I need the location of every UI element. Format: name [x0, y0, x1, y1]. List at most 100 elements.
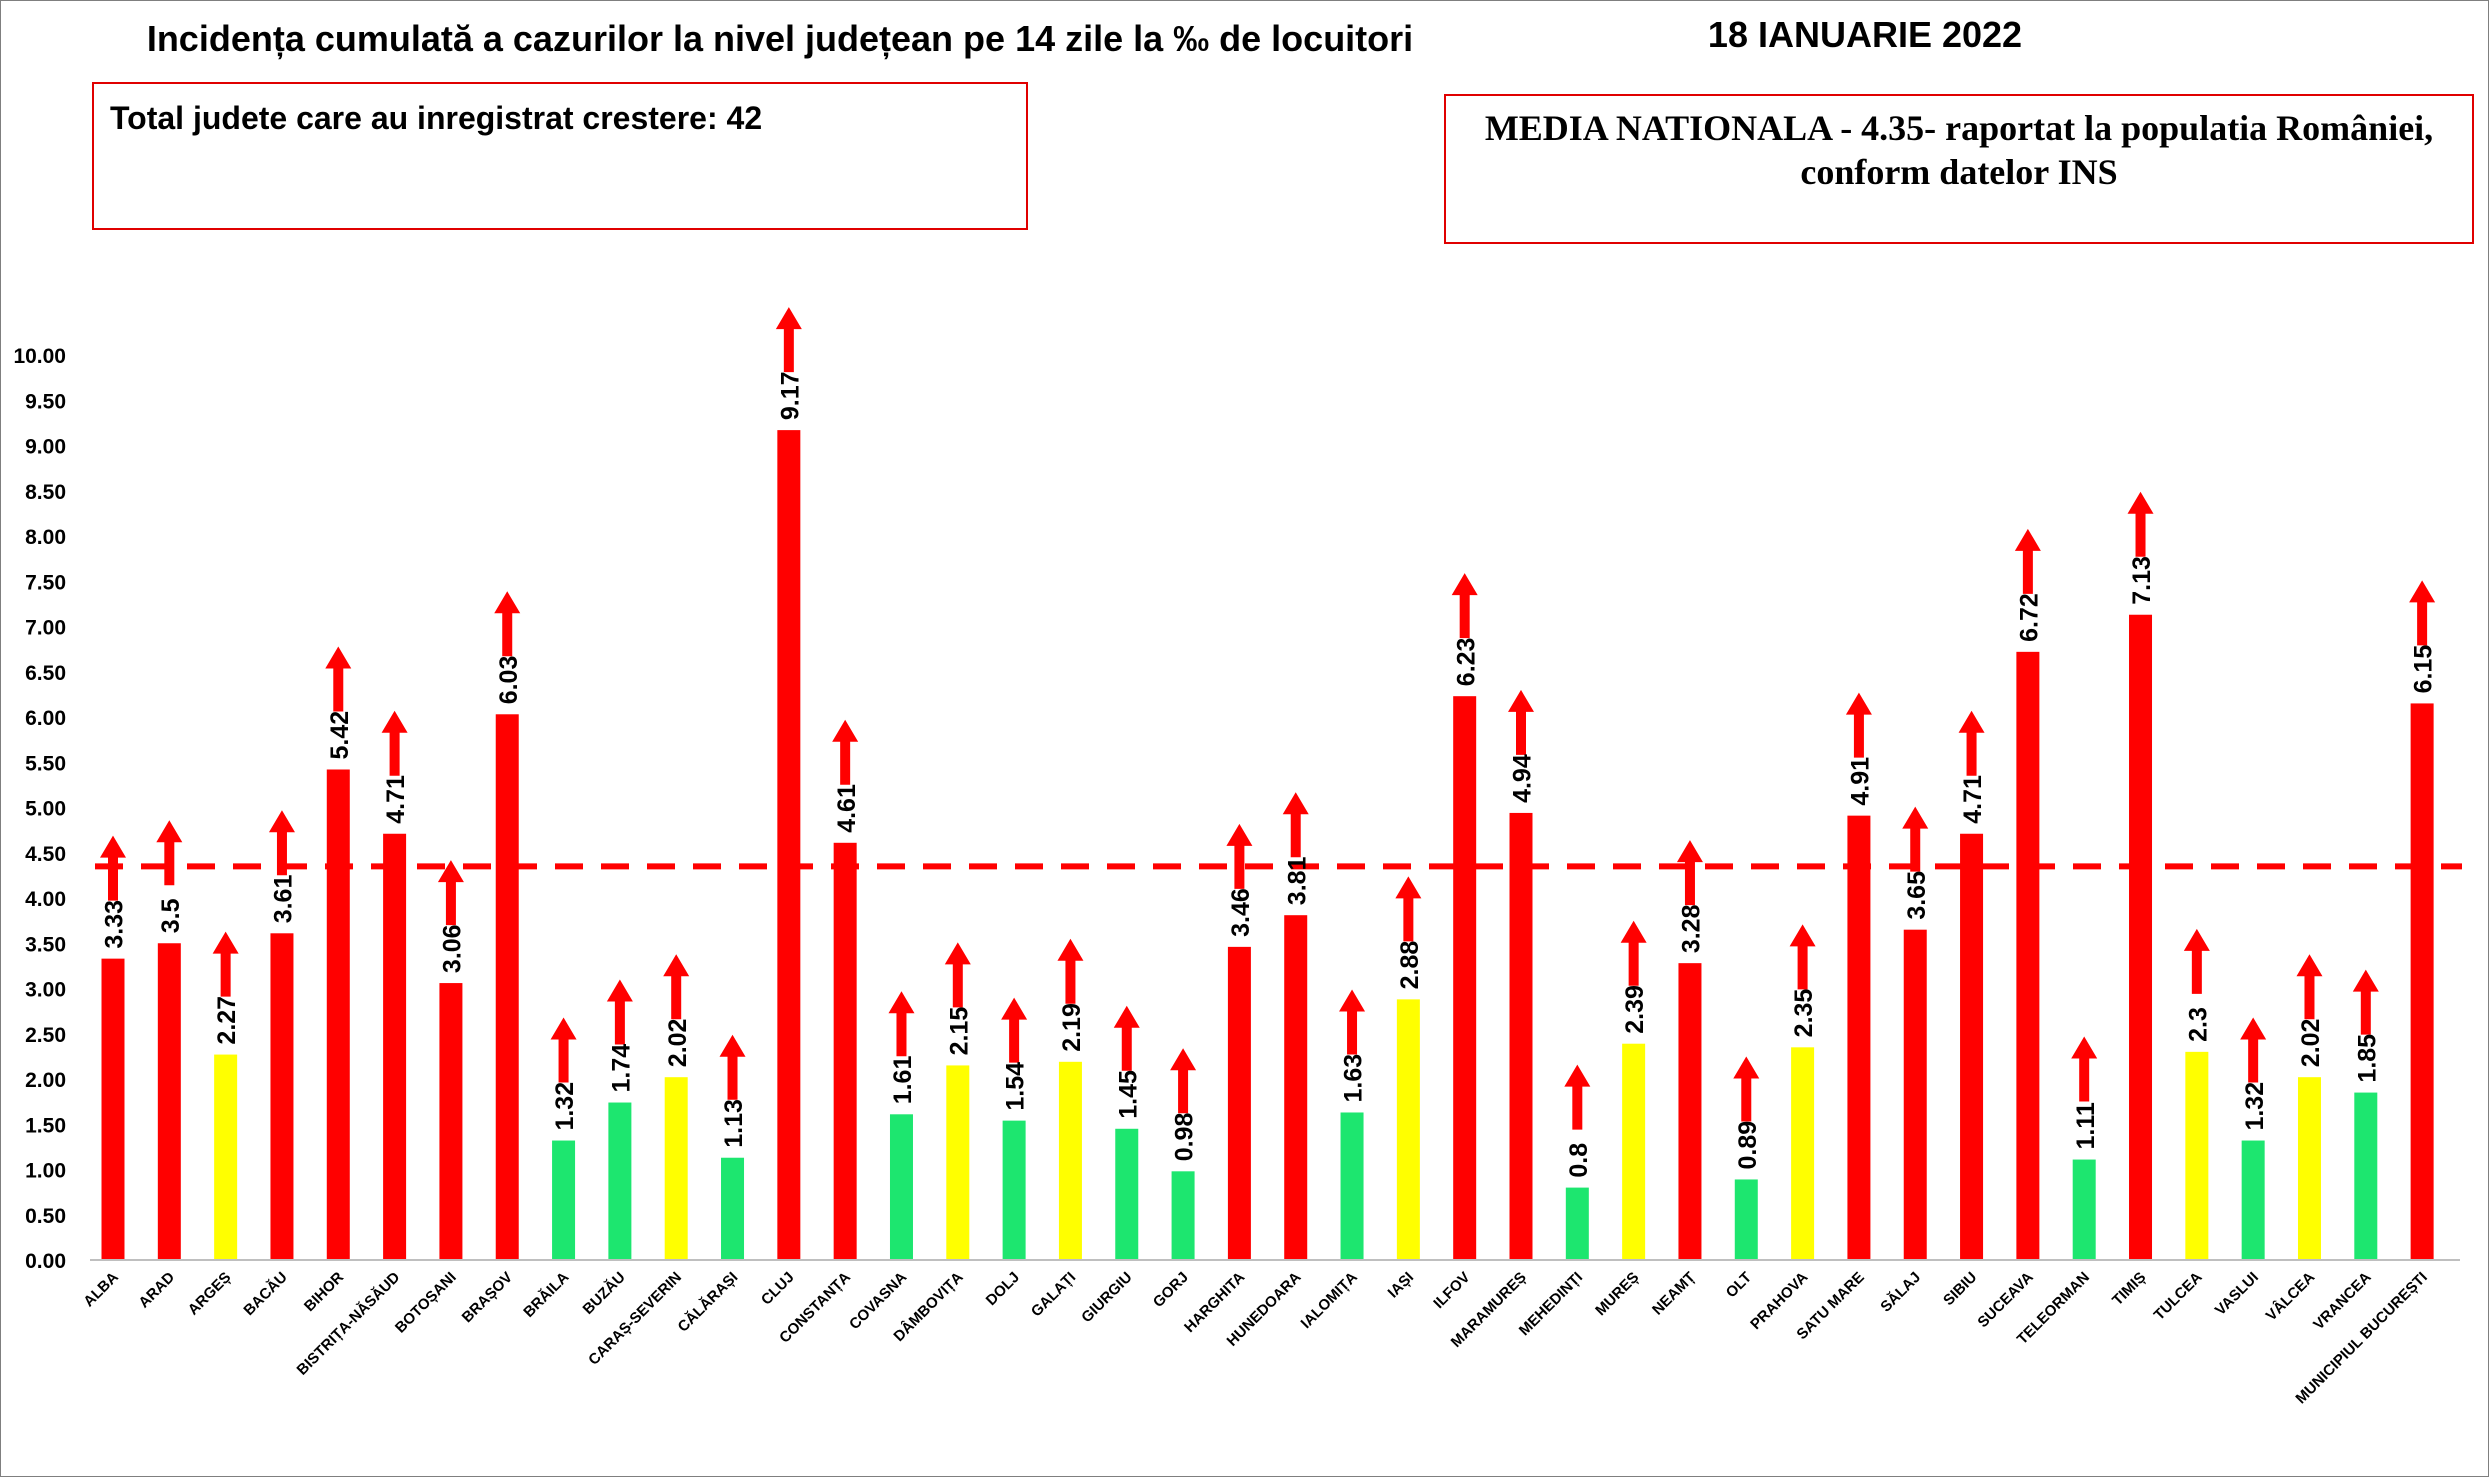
increase-arrow — [2352, 969, 2379, 1035]
national-average-text: MEDIA NATIONALA - 4.35- raportat la popu… — [1446, 106, 2472, 194]
y-tick-label: 3.50 — [25, 933, 66, 956]
value-label: 3.5 — [157, 898, 185, 933]
increase-arrow — [1676, 840, 1703, 906]
x-axis-labels: ALBA ARAD ARGEȘ BACĂU BIHORBISTRIȚA-NĂSĂUDBO… — [80, 1268, 2431, 1407]
increase-arrow — [2240, 1017, 2267, 1083]
x-tick-label: IAȘI — [1385, 1269, 1418, 1302]
value-label: 4.61 — [833, 784, 861, 833]
chart-date: 18 IANUARIE 2022 — [1707, 14, 2023, 55]
increase-arrow — [2127, 491, 2154, 557]
y-tick-label: 5.50 — [25, 752, 66, 775]
bar — [383, 833, 407, 1260]
x-tick-label: BRĂILA — [520, 1269, 572, 1321]
value-label: 1.74 — [607, 1044, 635, 1093]
increase-arrow — [1845, 692, 1872, 758]
bar — [2129, 614, 2153, 1260]
x-tick-label: BUZĂU — [580, 1269, 629, 1318]
value-label: 4.91 — [1847, 757, 1875, 806]
bar — [1284, 915, 1308, 1260]
value-label: 3.46 — [1227, 888, 1255, 937]
y-tick-label: 9.50 — [25, 390, 66, 413]
increase-arrow — [550, 1017, 577, 1083]
y-tick-label: 8.00 — [25, 526, 66, 549]
increase-arrow — [2183, 928, 2210, 994]
bar — [214, 1054, 238, 1260]
x-tick-label: DOLJ — [983, 1269, 1023, 1309]
y-tick-label: 7.00 — [25, 617, 66, 640]
bar — [889, 1114, 913, 1260]
x-tick-label: VÂLCEA — [2262, 1268, 2318, 1324]
value-label: 1.54 — [1002, 1062, 1030, 1111]
bar — [2410, 703, 2434, 1260]
bar — [1115, 1128, 1139, 1260]
value-label: 2.88 — [1396, 941, 1424, 990]
y-tick-label: 7.50 — [25, 571, 66, 594]
y-tick-label: 10.00 — [13, 345, 66, 368]
bar — [439, 983, 463, 1260]
value-label: 1.32 — [2241, 1082, 2269, 1131]
value-label: 2.35 — [1790, 989, 1818, 1038]
value-label: 3.28 — [1678, 904, 1706, 953]
y-tick-label: 4.00 — [25, 888, 66, 911]
total-increase-text: Total judete care au inregistrat crester… — [110, 100, 763, 136]
x-tick-label: MUREȘ — [1592, 1269, 1642, 1319]
increase-arrow — [1620, 920, 1647, 986]
increase-arrow — [1395, 876, 1422, 942]
y-tick-label: 6.50 — [25, 662, 66, 685]
x-tick-label: GORJ — [1150, 1269, 1192, 1311]
x-tick-label: ARGEȘ — [185, 1269, 235, 1319]
bar — [2185, 1051, 2209, 1260]
y-tick-label: 3.00 — [25, 979, 66, 1002]
bar — [1509, 812, 1533, 1260]
y-tick-label: 9.00 — [25, 436, 66, 459]
value-label: 4.71 — [382, 775, 410, 824]
value-label: 2.3 — [2184, 1007, 2212, 1042]
x-tick-label: CĂLĂRAȘI — [675, 1269, 742, 1336]
increase-arrow — [1564, 1064, 1591, 1130]
y-tick-label: 1.00 — [25, 1160, 66, 1183]
value-label: 2.27 — [213, 996, 241, 1045]
value-label: 2.02 — [2297, 1019, 2325, 1068]
x-tick-label: BOTOȘANI — [392, 1269, 460, 1337]
bar — [1171, 1171, 1195, 1260]
increase-arrow — [832, 719, 859, 785]
value-label: 1.61 — [889, 1056, 917, 1105]
increase-arrow — [2071, 1036, 2098, 1102]
x-tick-label: BISTRIȚA-NĂSĂUD — [294, 1269, 404, 1379]
increase-arrow — [1001, 997, 1028, 1063]
x-tick-label: GIURGIU — [1078, 1269, 1135, 1326]
bar — [1340, 1112, 1364, 1260]
value-label: 0.89 — [1734, 1121, 1762, 1170]
y-tick-label: 6.00 — [25, 707, 66, 730]
value-label: 1.13 — [720, 1099, 748, 1148]
value-label: 3.81 — [1283, 856, 1311, 905]
value-label: 1.63 — [1340, 1054, 1368, 1103]
increase-arrow — [663, 954, 690, 1020]
value-label: 4.94 — [1509, 754, 1537, 803]
bar — [495, 714, 519, 1260]
bar — [101, 958, 125, 1260]
y-tick-label: 8.50 — [25, 481, 66, 504]
y-tick-label: 1.50 — [25, 1114, 66, 1137]
value-label: 3.33 — [101, 900, 129, 949]
increase-arrow — [1789, 924, 1816, 990]
value-label: 6.03 — [495, 656, 523, 705]
bar — [1960, 833, 1984, 1260]
bar — [1002, 1120, 1026, 1260]
increase-arrow — [1508, 689, 1534, 755]
increase-arrow — [888, 991, 915, 1057]
x-tick-label: OLT — [1723, 1269, 1755, 1301]
y-tick-label: 0.00 — [25, 1250, 66, 1273]
value-label: 4.71 — [1959, 775, 1987, 824]
bar — [1903, 929, 1927, 1260]
total-increase-box: Total judete care au inregistrat crester… — [92, 82, 1028, 230]
value-label: 3.61 — [270, 875, 298, 924]
x-tick-label: TIMIȘ — [2109, 1269, 2149, 1309]
bar — [1058, 1061, 1082, 1260]
value-label: 1.85 — [2353, 1034, 2381, 1083]
x-tick-label: GALAȚI — [1028, 1269, 1079, 1320]
value-label: 7.13 — [2128, 556, 2156, 605]
increase-arrow — [1451, 573, 1478, 639]
increase-arrow — [1958, 710, 1985, 776]
